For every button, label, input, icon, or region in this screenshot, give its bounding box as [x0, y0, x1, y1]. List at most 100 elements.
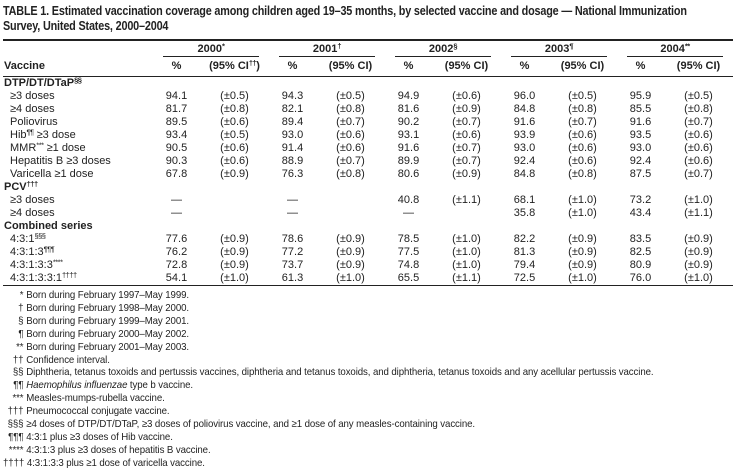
ci-footnote-marker: ††: [248, 58, 257, 68]
footnote-marker-superscript: ****: [52, 257, 63, 267]
footnote: ¶ Born during February 2000–May 2002.: [3, 329, 682, 342]
percent-column-header: %: [617, 57, 664, 77]
percent-value: 94.9: [397, 90, 420, 102]
footnote: †† Confidence interval.: [3, 355, 682, 368]
ci-value: [200, 194, 269, 207]
ci-value: (±0.8): [568, 168, 597, 180]
percent-value: 73.7: [281, 259, 304, 271]
footnote-marker: §§: [12, 367, 24, 379]
vaccine-column-header: Vaccine: [3, 57, 153, 77]
year-column-header: 2001†: [269, 40, 385, 57]
row-label: ≥3 doses: [10, 194, 55, 206]
footnote: **** 4:3:1:3 plus ≥3 doses of hepatitis B…: [3, 445, 682, 458]
footnote-marker: ¶¶¶: [8, 431, 24, 443]
section-header-row: PCV†††: [3, 180, 733, 194]
footnote: §§ Diphtheria, tetanus toxoids and pertus…: [3, 367, 682, 380]
footnote-text: Born during February 1998–May 2000.: [26, 302, 189, 314]
row-label: 4:3:1:3:3:1††††: [10, 270, 77, 284]
ci-value: (±0.7): [336, 155, 365, 167]
footnote: †††† 4:3:1:3:3 plus ≥1 dose of varicella …: [3, 458, 682, 471]
ci-value: (±0.6): [684, 142, 713, 154]
percent-value: —: [287, 194, 298, 206]
ci-value: (±0.6): [684, 155, 713, 167]
ci-value: (±1.0): [684, 194, 713, 206]
footnote: ** Born during February 2001–May 2003.: [3, 342, 682, 355]
vaccination-coverage-table: 2000* 2001† 2002§ 2003¶ 2004** Vaccine% (95% …: [3, 39, 734, 286]
footnote-text: Confidence interval.: [26, 354, 110, 366]
table-row: Varicella ≥1 dose 67.8 (±0.9) 76.3 (±0.8) 80.…: [3, 168, 733, 181]
footnote-text: 4:3:1 plus ≥3 doses of Hib vaccine.: [26, 431, 173, 443]
table-row: 4:3:1:3:3**** 72.8 (±0.9) 73.7 (±0.9) 74.8 (±1…: [3, 257, 733, 272]
ci-value: (±0.6): [220, 155, 249, 167]
footnote-marker: ****: [8, 444, 24, 456]
footnote-text: Born during February 1999–May 2001.: [26, 315, 189, 327]
footnote: * Born during February 1997–May 1999.: [3, 290, 682, 303]
percent-value: 82.1: [281, 103, 304, 115]
percent-value: 72.5: [513, 272, 536, 284]
year-column-header: 2000*: [153, 40, 269, 57]
ci-value: (±0.7): [452, 116, 481, 128]
ci-value: (±0.8): [220, 103, 249, 115]
percent-value: 93.1: [397, 129, 420, 141]
percent-value: 89.5: [165, 116, 188, 128]
ci-value: (±0.9): [336, 259, 365, 271]
ci-value: (±0.9): [684, 233, 713, 245]
vaccine-column-spacer: [3, 40, 153, 57]
table-row: ≥4 doses 81.7 (±0.8) 82.1 (±0.8) 81.6 (±0.9) 84…: [3, 103, 733, 116]
ci-value: (±0.9): [220, 168, 249, 180]
percent-value: 65.5: [397, 272, 420, 284]
footnote-text: 4:3:1:3 plus ≥3 doses of hepatitis B vac…: [26, 444, 211, 456]
ci-value: (±0.6): [220, 142, 249, 154]
percent-value: 77.5: [397, 246, 420, 258]
table-row: ≥4 doses — — — 35.8 (±1.0) 43.4 (±1.1): [3, 207, 733, 220]
table-body: DTP/DT/DTaP§§ ≥3 doses 94.1 (±0.5) 94.3 (±0.5…: [3, 76, 733, 286]
percent-value: 91.6: [397, 142, 420, 154]
ci-column-header: (95% CI): [548, 57, 617, 77]
year-group-underline: 2003¶: [511, 42, 607, 57]
percent-value: 61.3: [281, 272, 304, 284]
table-header: 2000* 2001† 2002§ 2003¶ 2004** Vaccine% (95% …: [3, 40, 734, 77]
year-column-header: 2004**: [617, 40, 733, 57]
footnote-marker: *: [19, 290, 24, 301]
ci-value: (±1.0): [452, 246, 481, 258]
percent-value: 90.3: [165, 155, 188, 167]
percent-value: 78.6: [281, 233, 304, 245]
ci-value: (±0.9): [684, 246, 713, 258]
table-row: Hib¶¶ ≥3 dose 93.4 (±0.5) 93.0 (±0.6) 93.1 (±0…: [3, 128, 733, 142]
percent-value: 73.2: [629, 194, 652, 206]
section-header-label: Combined series: [4, 220, 93, 232]
percent-value: 93.0: [629, 142, 652, 154]
ci-column-header: (95% CI): [432, 57, 501, 77]
ci-value: (±0.7): [452, 142, 481, 154]
percent-value: 83.5: [629, 233, 652, 245]
footnote-marker: ¶: [18, 328, 24, 340]
footnote-marker: ††: [12, 354, 24, 366]
percent-value: 91.6: [513, 116, 536, 128]
ci-column-header: (95% CI): [316, 57, 385, 77]
ci-value: (±0.9): [452, 103, 481, 115]
footnote-marker: ††††: [3, 457, 25, 469]
ci-value: (±0.5): [684, 90, 713, 102]
percent-value: 89.9: [397, 155, 420, 167]
ci-value: [316, 207, 385, 220]
ci-value: (±0.9): [220, 246, 249, 258]
row-label: ≥4 doses: [10, 207, 55, 219]
ci-value: (±0.7): [336, 116, 365, 128]
ci-value: (±1.1): [452, 194, 481, 206]
percent-column-header: %: [385, 57, 432, 77]
ci-value: (±0.5): [220, 90, 249, 102]
percent-value: 93.4: [165, 129, 188, 141]
ci-value: (±0.6): [684, 129, 713, 141]
percent-value: 93.0: [513, 142, 536, 154]
percent-value: 35.8: [513, 207, 536, 219]
percent-value: —: [171, 194, 182, 206]
percent-column-header: %: [501, 57, 548, 77]
ci-value: (±1.0): [220, 272, 249, 284]
percent-value: 95.9: [629, 90, 652, 102]
percent-value: 88.9: [281, 155, 304, 167]
year-label: 2001: [312, 43, 338, 55]
footnote-text: Born during February 2000–May 2002.: [26, 328, 189, 340]
row-label: MMR*** ≥1 dose: [10, 140, 86, 154]
ci-value: (±0.6): [336, 129, 365, 141]
ci-value: (±1.0): [568, 207, 597, 219]
